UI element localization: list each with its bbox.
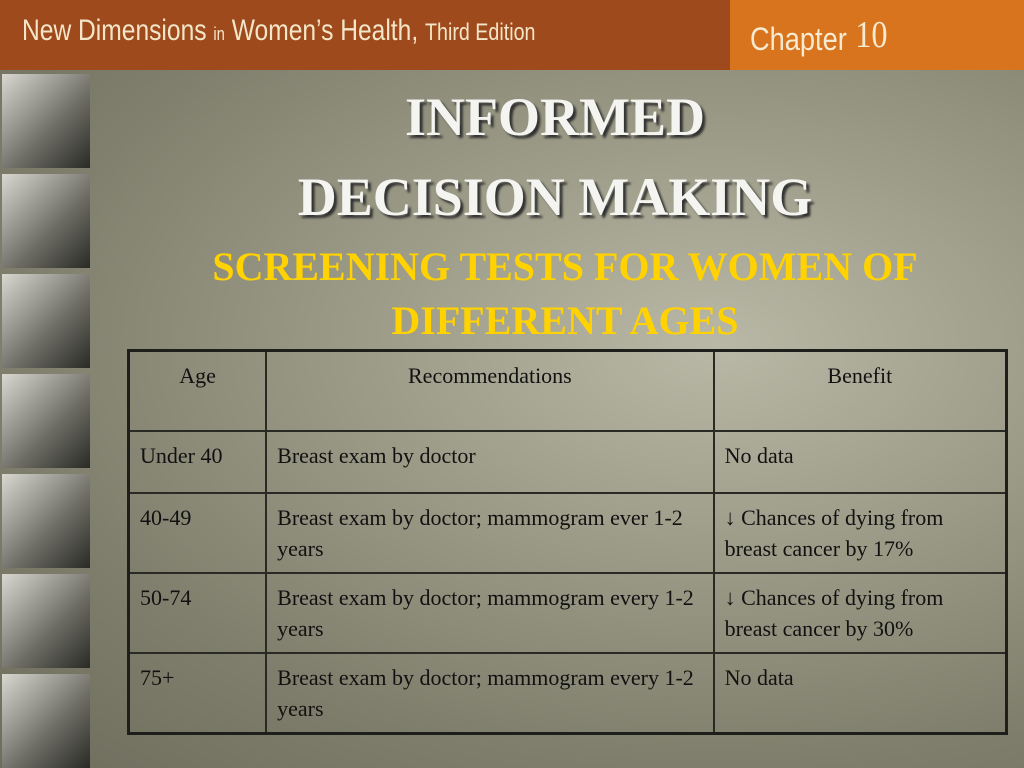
cell-recommendation: Breast exam by doctor; mammogram ever 1-…: [265, 492, 715, 574]
cell-benefit: No data: [712, 430, 1008, 494]
column-header: Benefit: [712, 349, 1008, 432]
face-photo: [2, 574, 90, 668]
photo-strip: [0, 74, 92, 768]
cell-age: 50-74: [127, 572, 268, 654]
table-row: 75+ Breast exam by doctor; mammogram eve…: [127, 652, 1008, 735]
cell-recommendation: Breast exam by doctor; mammogram every 1…: [265, 652, 715, 735]
face-photo: [2, 474, 90, 568]
chapter-label: Chapter: [750, 21, 847, 57]
table-row: 40-49 Breast exam by doctor; mammogram e…: [127, 492, 1008, 574]
header-bar: New Dimensions in Women’s Health, Third …: [0, 0, 1024, 70]
slide-subtitle-line1: SCREENING TESTS FOR WOMEN OF: [212, 244, 918, 289]
book-title-part: New Dimensions: [22, 14, 207, 47]
column-header: Age: [127, 349, 268, 432]
table-row: 50-74 Breast exam by doctor; mammogram e…: [127, 572, 1008, 654]
slide-subtitle-line2: DIFFERENT AGES: [391, 298, 739, 343]
cell-age: Under 40: [127, 430, 268, 494]
book-edition: Third Edition: [425, 19, 536, 46]
chapter-box: Chapter 10: [730, 0, 1024, 70]
column-header: Recommendations: [265, 349, 715, 432]
cell-benefit: ↓ Chances of dying from breast cancer by…: [712, 572, 1008, 654]
screening-table: Age Recommendations Benefit Under 40 Bre…: [127, 349, 1008, 735]
book-title: New Dimensions in Women’s Health, Third …: [22, 14, 535, 48]
cell-benefit: No data: [712, 652, 1008, 735]
cell-benefit: ↓ Chances of dying from breast cancer by…: [712, 492, 1008, 574]
face-photo: [2, 674, 90, 768]
face-photo: [2, 74, 90, 168]
table-row: Under 40 Breast exam by doctor No data: [127, 430, 1008, 494]
face-photo: [2, 274, 90, 368]
book-title-part: in: [213, 24, 225, 44]
face-photo: [2, 374, 90, 468]
cell-recommendation: Breast exam by doctor; mammogram every 1…: [265, 572, 715, 654]
face-photo: [2, 174, 90, 268]
cell-age: 75+: [127, 652, 268, 735]
cell-recommendation: Breast exam by doctor: [265, 430, 715, 494]
cell-age: 40-49: [127, 492, 268, 574]
book-title-part: Women’s Health,: [231, 14, 419, 47]
table-header-row: Age Recommendations Benefit: [127, 349, 1008, 432]
chapter-number: 10: [855, 14, 888, 56]
slide-title-line1: INFORMED: [405, 87, 705, 147]
slide-title-line2: DECISION MAKING: [297, 167, 813, 227]
